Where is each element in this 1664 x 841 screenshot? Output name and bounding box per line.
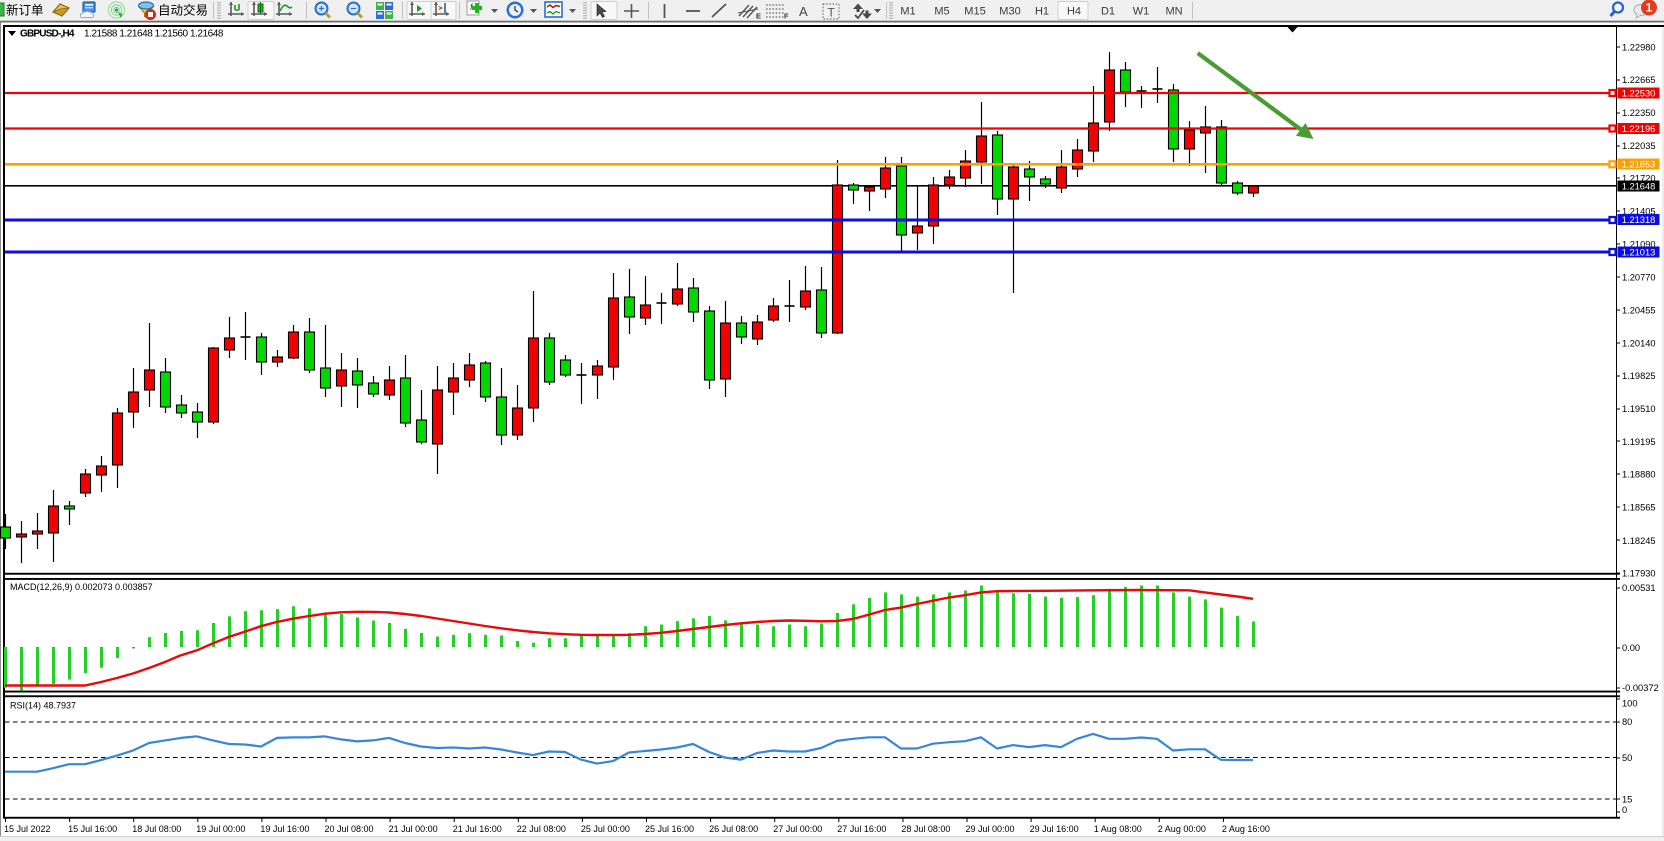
svg-text:1.20770: 1.20770: [1622, 273, 1656, 283]
svg-text:26 Jul 08:00: 26 Jul 08:00: [709, 824, 758, 834]
svg-text:20 Jul 08:00: 20 Jul 08:00: [325, 824, 374, 834]
svg-text:MACD(12,26,9) 0.002073 0.00385: MACD(12,26,9) 0.002073 0.003857: [10, 582, 153, 592]
svg-text:1.21405: 1.21405: [1622, 207, 1656, 217]
svg-text:1.19825: 1.19825: [1622, 371, 1656, 381]
svg-text:21 Jul 00:00: 21 Jul 00:00: [389, 824, 438, 834]
svg-text:1.21853: 1.21853: [1622, 160, 1656, 170]
svg-text:21 Jul 16:00: 21 Jul 16:00: [453, 824, 502, 834]
svg-text:MN: MN: [1165, 6, 1182, 18]
svg-text:29 Jul 16:00: 29 Jul 16:00: [1030, 824, 1079, 834]
svg-text:1.18880: 1.18880: [1622, 470, 1656, 480]
svg-text:−: −: [350, 3, 356, 15]
svg-text:M5: M5: [934, 6, 949, 18]
svg-text:80: 80: [1622, 717, 1632, 727]
svg-text:1.19510: 1.19510: [1622, 404, 1656, 414]
svg-text:50: 50: [1622, 753, 1632, 763]
svg-text:M1: M1: [900, 6, 915, 18]
svg-text:1.21318: 1.21318: [1622, 215, 1656, 225]
svg-text:D1: D1: [1101, 6, 1115, 18]
svg-text:H4: H4: [1067, 6, 1081, 18]
svg-text:1.20455: 1.20455: [1622, 306, 1656, 316]
svg-text:2 Aug 00:00: 2 Aug 00:00: [1158, 824, 1206, 834]
svg-text:27 Jul 16:00: 27 Jul 16:00: [837, 824, 886, 834]
svg-text:-0.00372: -0.00372: [1622, 683, 1659, 693]
svg-text:25 Jul 00:00: 25 Jul 00:00: [581, 824, 630, 834]
svg-text:15 Jul 16:00: 15 Jul 16:00: [68, 824, 117, 834]
svg-text:GBPUSD-,H4: GBPUSD-,H4: [20, 29, 75, 40]
svg-text:M15: M15: [964, 6, 985, 18]
svg-text:19 Jul 00:00: 19 Jul 00:00: [196, 824, 245, 834]
svg-text:1.21090: 1.21090: [1622, 239, 1656, 249]
svg-text:29 Jul 00:00: 29 Jul 00:00: [966, 824, 1015, 834]
svg-text:0: 0: [1622, 805, 1627, 815]
svg-text:新订单: 新订单: [6, 3, 44, 18]
svg-text:1.22530: 1.22530: [1622, 89, 1656, 99]
svg-text:28 Jul 08:00: 28 Jul 08:00: [901, 824, 950, 834]
svg-text:1.21720: 1.21720: [1622, 174, 1656, 184]
svg-text:25 Jul 16:00: 25 Jul 16:00: [645, 824, 694, 834]
svg-text:F: F: [784, 12, 789, 21]
svg-text:15: 15: [1622, 795, 1632, 805]
svg-text:1.22980: 1.22980: [1622, 42, 1656, 52]
svg-text:T: T: [828, 6, 836, 20]
svg-text:2 Aug 16:00: 2 Aug 16:00: [1222, 824, 1270, 834]
svg-text:+: +: [318, 3, 324, 15]
svg-text:自动交易: 自动交易: [158, 3, 208, 18]
svg-text:18 Jul 08:00: 18 Jul 08:00: [132, 824, 181, 834]
svg-text:RSI(14) 48.7937: RSI(14) 48.7937: [10, 701, 76, 711]
svg-text:1.18565: 1.18565: [1622, 502, 1656, 512]
svg-text:E: E: [756, 12, 761, 21]
svg-text:M30: M30: [999, 6, 1020, 18]
svg-text:19 Jul 16:00: 19 Jul 16:00: [260, 824, 309, 834]
svg-text:1.22665: 1.22665: [1622, 75, 1656, 85]
svg-text:1: 1: [1646, 3, 1653, 15]
svg-text:1.22035: 1.22035: [1622, 141, 1656, 151]
svg-text:1.20140: 1.20140: [1622, 338, 1656, 348]
svg-text:H1: H1: [1035, 6, 1049, 18]
svg-text:1.19195: 1.19195: [1622, 437, 1656, 447]
svg-text:1.21648: 1.21648: [1622, 182, 1656, 192]
svg-text:1.21013: 1.21013: [1622, 248, 1656, 258]
svg-text:0.00: 0.00: [1622, 643, 1640, 653]
svg-text:A: A: [799, 4, 808, 19]
svg-text:27 Jul 00:00: 27 Jul 00:00: [773, 824, 822, 834]
svg-text:15 Jul 2022: 15 Jul 2022: [4, 824, 51, 834]
svg-text:1.18245: 1.18245: [1622, 536, 1656, 546]
svg-text:22 Jul 08:00: 22 Jul 08:00: [517, 824, 566, 834]
svg-text:0.00531: 0.00531: [1622, 583, 1656, 593]
svg-text:W1: W1: [1133, 6, 1150, 18]
svg-text:1 Aug 08:00: 1 Aug 08:00: [1094, 824, 1142, 834]
svg-text:1.21588 1.21648 1.21560 1.2164: 1.21588 1.21648 1.21560 1.21648: [84, 29, 224, 40]
svg-text:1.22196: 1.22196: [1622, 124, 1656, 134]
svg-text:1.17930: 1.17930: [1622, 569, 1656, 579]
svg-text:100: 100: [1622, 698, 1638, 708]
svg-text:1.22350: 1.22350: [1622, 108, 1656, 118]
